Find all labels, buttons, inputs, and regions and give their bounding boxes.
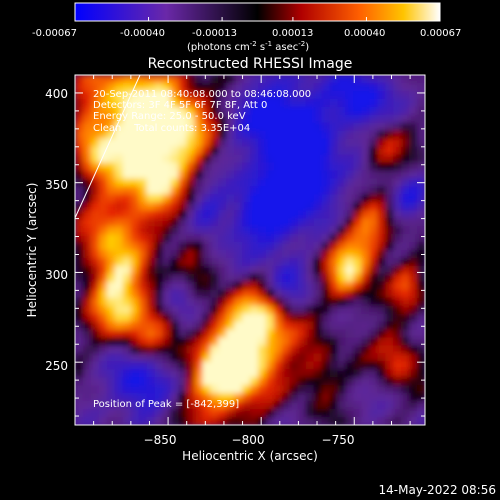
colorbar-tick-label: 0.00040: [344, 28, 385, 39]
y-tick-label: 250: [45, 359, 68, 373]
detectors-text: Detectors: 3F 4F 5F 6F 7F 8F, Att 0: [93, 100, 267, 111]
colorbar-tick-label: -0.00013: [192, 28, 237, 39]
colorbar-tick-label: 0.00013: [272, 28, 313, 39]
plot-frame: [74, 74, 426, 426]
y-tick-label: 350: [45, 178, 68, 192]
colorbar: -0.00067 -0.00040 -0.00013 0.00013 0.000…: [32, 2, 461, 53]
x-tick-label: −750: [322, 433, 355, 447]
axis-ticks: [74, 74, 425, 425]
colorbar-gradient: [74, 2, 441, 22]
colorbar-tick-label: 0.00067: [420, 28, 461, 39]
x-tick-label: −850: [144, 433, 177, 447]
colorbar-tick-label: -0.00040: [120, 28, 165, 39]
colorbar-tick-label: -0.00067: [32, 28, 77, 39]
x-axis-label: Heliocentric X (arcsec): [182, 449, 318, 463]
y-tick-label: 300: [45, 268, 68, 282]
peak-position-text: Position of Peak = [-842,399]: [93, 399, 239, 410]
time-range-text: 20-Sep-2011 08:40:08.000 to 08:46:08.000: [93, 89, 311, 100]
colorbar-ticks: [74, 17, 441, 21]
plot-title: Reconstructed RHESSI Image: [148, 56, 353, 72]
energy-range-text: Energy Range: 25.0 - 50.0 keV: [93, 111, 246, 122]
clean-counts-text: Clean Total counts: 3.35E+04: [93, 123, 250, 134]
y-tick-label: 400: [45, 87, 68, 101]
solar-limb-line: [74, 74, 141, 219]
footer-datetime: 14-May-2022 08:56: [379, 483, 496, 497]
y-axis-label: Heliocentric Y (arcsec): [25, 183, 39, 318]
colorbar-units: (photons cm-2 s-1 asec-2): [187, 40, 309, 53]
rhessi-image: [75, 75, 425, 425]
x-tick-label: −800: [232, 433, 265, 447]
